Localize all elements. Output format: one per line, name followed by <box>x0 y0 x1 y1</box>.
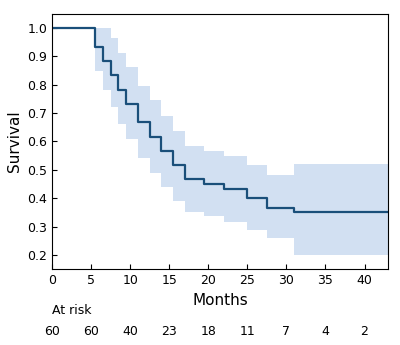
Text: 60: 60 <box>44 325 60 338</box>
Text: 2: 2 <box>361 325 368 338</box>
Text: 40: 40 <box>122 325 138 338</box>
Text: At risk: At risk <box>52 304 92 317</box>
Text: 7: 7 <box>282 325 290 338</box>
Text: 18: 18 <box>200 325 216 338</box>
X-axis label: Months: Months <box>192 293 248 307</box>
Text: 23: 23 <box>161 325 177 338</box>
Text: 4: 4 <box>322 325 330 338</box>
Text: 60: 60 <box>83 325 99 338</box>
Y-axis label: Survival: Survival <box>6 111 22 172</box>
Text: 11: 11 <box>240 325 255 338</box>
